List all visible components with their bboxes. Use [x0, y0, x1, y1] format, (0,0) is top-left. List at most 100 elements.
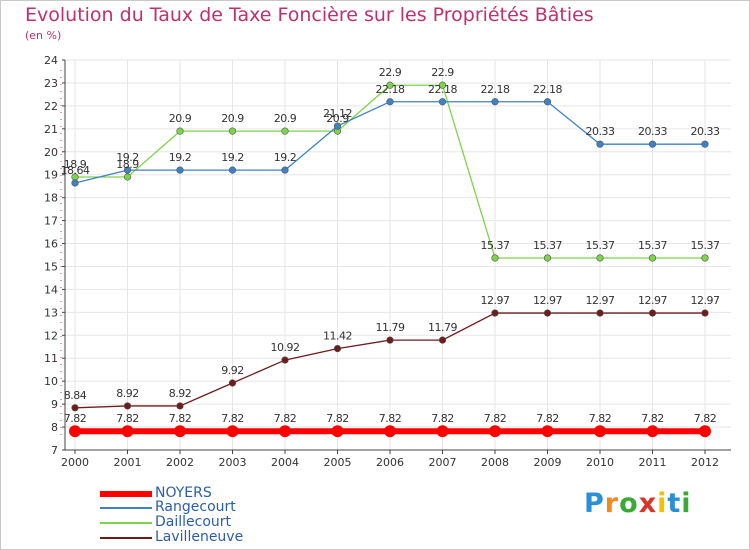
y-tick-label: 19 [44, 169, 58, 182]
data-label-noyers: 7.82 [431, 412, 454, 425]
data-label-rangecourt: 19.2 [116, 151, 139, 164]
data-point-noyers [541, 425, 554, 438]
data-point-daillecourt [386, 81, 394, 89]
data-label-daillecourt: 15.37 [691, 239, 720, 252]
data-label-noyers: 7.82 [484, 412, 507, 425]
data-point-noyers [489, 425, 501, 438]
y-tick-label: 24 [44, 54, 58, 67]
data-point-lavilleneuve [176, 402, 184, 410]
x-tick-label: 2008 [481, 456, 509, 469]
data-point-rangecourt [701, 140, 709, 148]
data-label-daillecourt: 20.9 [326, 112, 349, 125]
data-label-noyers: 7.82 [221, 412, 244, 425]
data-label-noyers: 7.82 [326, 412, 349, 425]
x-tick-label: 2010 [586, 456, 614, 469]
legend-swatch-noyers [100, 491, 152, 497]
data-label-daillecourt: 18.9 [64, 158, 87, 171]
x-tick-label: 2001 [114, 456, 142, 469]
legend-label-noyers: NOYERS [155, 485, 212, 501]
data-point-rangecourt [596, 140, 604, 148]
data-label-noyers: 7.82 [641, 412, 664, 425]
data-point-lavilleneuve [281, 356, 289, 364]
legend-swatch-lavilleneuve [100, 537, 152, 539]
data-label-lavilleneuve: 11.42 [323, 330, 352, 343]
legend-label-daillecourt: Daillecourt [155, 514, 232, 530]
data-label-rangecourt: 22.18 [533, 83, 562, 96]
data-point-lavilleneuve [123, 402, 132, 410]
data-label-daillecourt: 15.37 [586, 239, 615, 252]
data-label-rangecourt: 22.18 [376, 83, 405, 96]
x-tick-label: 2002 [166, 456, 194, 469]
y-tick-label: 20 [44, 146, 58, 159]
data-label-rangecourt: 19.2 [169, 151, 192, 164]
data-label-lavilleneuve: 12.97 [481, 294, 510, 307]
data-label-rangecourt: 18.64 [61, 164, 90, 177]
data-point-lavilleneuve [438, 336, 447, 344]
data-label-noyers: 7.82 [536, 412, 559, 425]
data-label-lavilleneuve: 8.92 [169, 387, 192, 400]
data-label-noyers: 7.82 [274, 412, 297, 425]
data-point-noyers [174, 425, 186, 438]
data-label-rangecourt: 21.12 [323, 107, 352, 120]
data-point-daillecourt [228, 127, 237, 135]
data-label-daillecourt: 15.37 [533, 239, 562, 252]
legend-swatch-daillecourt [100, 522, 152, 524]
y-tick-label: 7 [51, 444, 58, 457]
data-point-daillecourt [438, 81, 447, 89]
x-tick-label: 2000 [61, 456, 89, 469]
y-tick-label: 21 [44, 123, 58, 136]
x-tick-label: 2006 [376, 456, 404, 469]
x-tick-label: 2009 [534, 456, 562, 469]
logo-letter: o [619, 488, 639, 519]
data-point-daillecourt [123, 173, 132, 181]
data-point-noyers [594, 425, 606, 438]
data-point-noyers [331, 425, 344, 438]
y-axis-unit-label: (en %) [25, 29, 62, 42]
data-point-daillecourt [491, 254, 499, 262]
data-label-lavilleneuve: 12.97 [691, 294, 720, 307]
data-label-rangecourt: 20.33 [691, 125, 720, 138]
data-label-noyers: 7.82 [694, 412, 717, 425]
data-point-rangecourt [281, 166, 289, 174]
data-label-noyers: 7.82 [116, 412, 139, 425]
data-label-rangecourt: 22.18 [481, 83, 510, 96]
data-label-daillecourt: 20.9 [274, 112, 297, 125]
data-point-daillecourt [543, 254, 552, 262]
data-point-rangecourt [648, 140, 657, 148]
data-point-daillecourt [648, 254, 657, 262]
x-tick-label: 2005 [324, 456, 352, 469]
data-point-lavilleneuve [543, 309, 552, 317]
data-label-lavilleneuve: 12.97 [638, 294, 667, 307]
data-point-noyers [226, 425, 239, 438]
data-label-noyers: 7.82 [169, 412, 192, 425]
data-label-noyers: 7.82 [379, 412, 402, 425]
logo-letter: i [657, 488, 668, 519]
logo-letter: x [638, 488, 658, 519]
legend-label-rangecourt: Rangecourt [155, 499, 236, 515]
data-point-noyers [436, 425, 449, 438]
y-tick-label: 12 [44, 329, 58, 342]
logo-letter: P [584, 488, 605, 519]
legend-swatch-rangecourt [100, 507, 152, 509]
data-label-noyers: 7.82 [589, 412, 612, 425]
data-point-daillecourt [176, 127, 184, 135]
data-label-lavilleneuve: 12.97 [533, 294, 562, 307]
data-point-rangecourt [386, 98, 394, 106]
data-point-noyers [646, 425, 659, 438]
y-tick-label: 17 [44, 215, 58, 228]
data-point-rangecourt [491, 98, 499, 106]
x-tick-label: 2003 [219, 456, 247, 469]
y-tick-label: 8 [51, 421, 58, 434]
data-point-rangecourt [543, 98, 552, 106]
data-point-noyers [279, 425, 291, 438]
data-point-lavilleneuve [386, 336, 394, 344]
y-tick-label: 14 [44, 283, 58, 296]
y-tick-label: 18 [44, 192, 58, 205]
data-label-lavilleneuve: 11.79 [428, 321, 457, 334]
data-label-daillecourt: 20.9 [169, 112, 192, 125]
y-tick-label: 13 [44, 306, 58, 319]
data-point-lavilleneuve [333, 345, 342, 353]
data-label-lavilleneuve: 9.92 [221, 364, 244, 377]
data-point-rangecourt [333, 122, 342, 130]
data-point-rangecourt [176, 166, 184, 174]
